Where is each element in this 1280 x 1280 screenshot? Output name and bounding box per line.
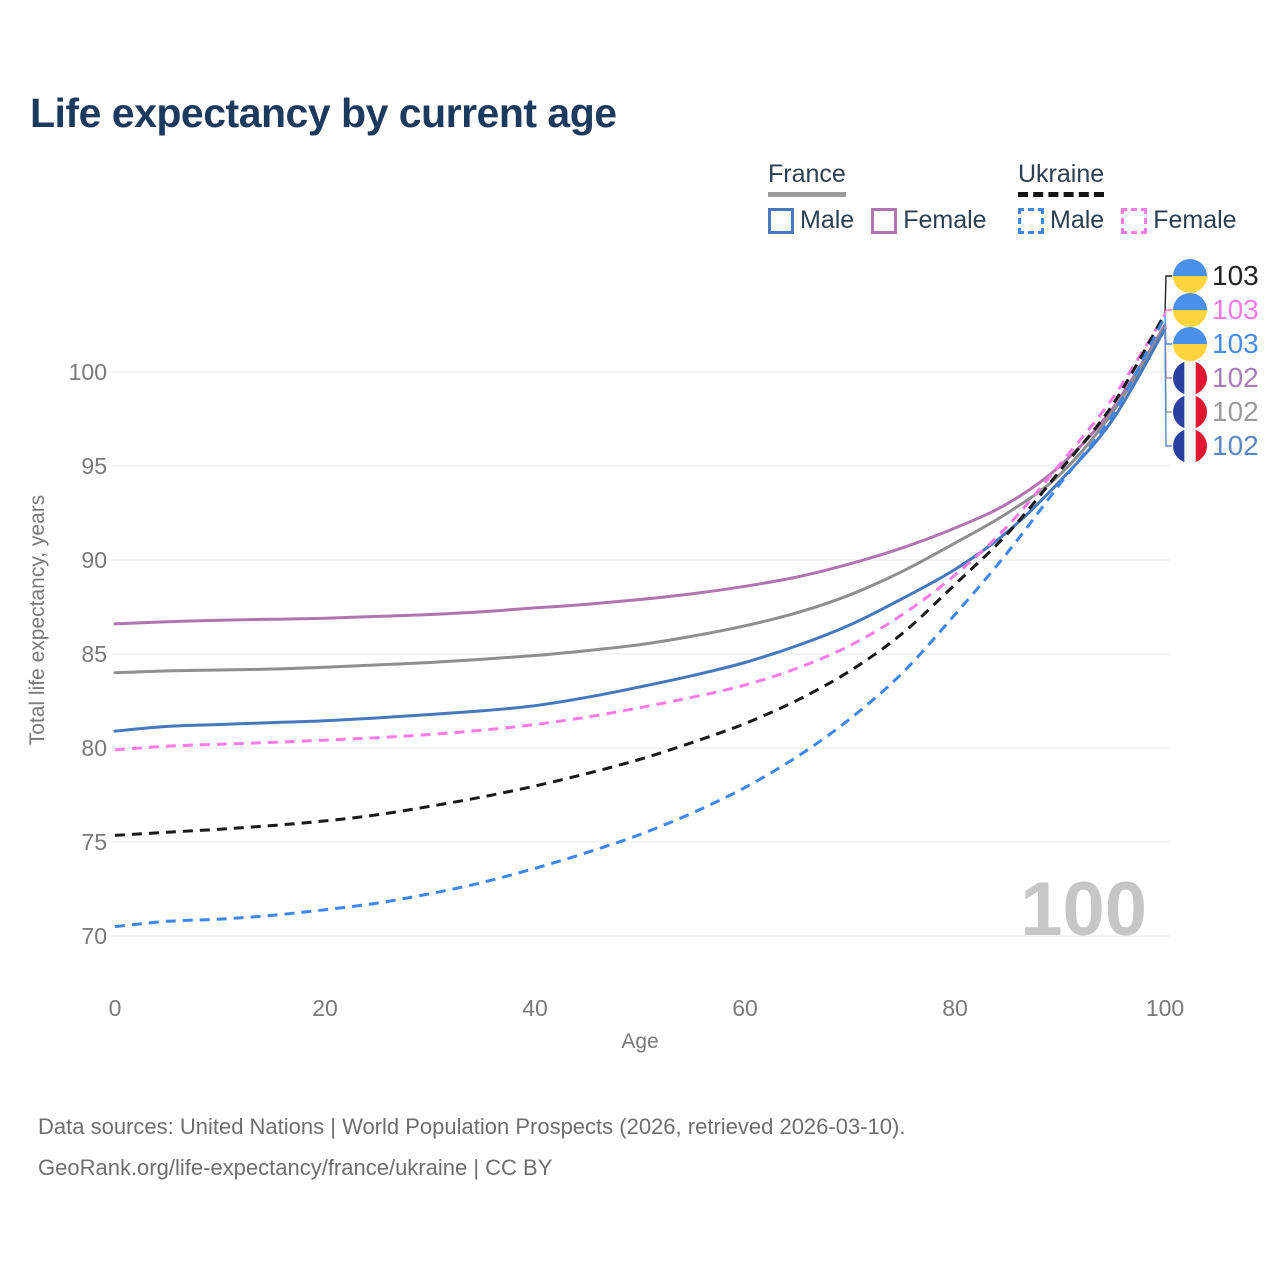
legend-item-label: Male <box>1050 206 1105 234</box>
flag-stripe <box>1173 344 1207 361</box>
x-tick-label-40: 40 <box>522 995 548 1021</box>
flag-stripe <box>1173 293 1207 310</box>
end-label-value-france-both-sexes: 102 <box>1212 396 1259 427</box>
flag-stripe <box>1173 259 1207 276</box>
y-tick-label-100: 100 <box>69 359 107 385</box>
x-tick-label-60: 60 <box>732 995 758 1021</box>
y-tick-label-85: 85 <box>81 641 107 667</box>
flag-stripe <box>1173 361 1185 395</box>
series-line-ukraine-both-sexes[interactable] <box>114 312 1167 837</box>
footer: Data sources: United Nations | World Pop… <box>38 1106 905 1188</box>
ukraine-flag-icon <box>1173 327 1207 361</box>
footer-attribution: GeoRank.org/life-expectancy/france/ukrai… <box>38 1155 553 1180</box>
ukraine-flag-icon <box>1173 293 1207 327</box>
x-tick-label-0: 0 <box>109 995 122 1021</box>
end-label-connector-france-male <box>1164 328 1172 447</box>
x-tick-label-20: 20 <box>312 995 338 1021</box>
end-label-connector-ukraine-both-sexes <box>1164 275 1172 314</box>
x-tick-label-80: 80 <box>942 995 968 1021</box>
flag-stripe <box>1173 327 1207 344</box>
france-female-swatch-icon <box>871 207 898 234</box>
y-axis-title: Total life expectancy, years <box>26 495 49 746</box>
end-label-connector-ukraine-male <box>1164 316 1172 345</box>
end-label-value-france-female: 102 <box>1212 362 1259 393</box>
flag-stripe <box>1173 395 1185 429</box>
x-tick-label-100: 100 <box>1146 995 1184 1021</box>
legend-group-ukraine: Ukraine Male Female <box>1018 160 1237 235</box>
legend-group-france: France Male Female <box>768 160 987 235</box>
end-label-value-ukraine-both-sexes: 103 <box>1212 260 1259 291</box>
ukraine-flag-icon <box>1173 259 1207 293</box>
y-tick-label-75: 75 <box>81 829 107 855</box>
legend-item-france-male[interactable]: Male <box>768 206 854 235</box>
flag-stripe <box>1173 276 1207 293</box>
end-label-connector-ukraine-female <box>1164 309 1172 315</box>
legend-heading-ukraine: Ukraine <box>1018 160 1105 197</box>
flag-stripe <box>1195 429 1207 463</box>
flag-stripe <box>1184 395 1196 429</box>
legend-item-france-female[interactable]: Female <box>871 206 987 235</box>
france-flag-icon <box>1173 361 1207 395</box>
flag-stripe <box>1195 361 1207 395</box>
flag-stripe <box>1195 395 1207 429</box>
legend-row-france: Male Female <box>768 206 987 235</box>
end-label-value-france-male: 102 <box>1212 430 1259 461</box>
ukraine-male-swatch-icon <box>1018 207 1044 234</box>
legend-item-label: Male <box>800 206 855 234</box>
y-tick-label-80: 80 <box>81 735 107 761</box>
series-line-ukraine-male[interactable] <box>114 315 1167 929</box>
legend-row-ukraine: Male Female <box>1018 206 1237 235</box>
series-line-france-both-sexes[interactable] <box>113 325 1167 675</box>
flag-stripe <box>1184 361 1196 395</box>
flag-stripe <box>1173 310 1207 327</box>
series-line-france-male[interactable] <box>113 327 1167 733</box>
france-flag-icon <box>1173 395 1207 429</box>
france-male-swatch-icon <box>768 207 794 234</box>
end-label-value-ukraine-male: 103 <box>1212 328 1259 359</box>
france-flag-icon <box>1173 429 1207 463</box>
legend-item-label: Female <box>903 206 987 234</box>
ukraine-female-swatch-icon <box>1121 207 1148 234</box>
legend-item-ukraine-male[interactable]: Male <box>1018 206 1104 235</box>
x-axis-title: Age <box>621 1030 658 1053</box>
y-tick-label-70: 70 <box>81 923 107 949</box>
series-line-france-female[interactable] <box>113 323 1167 626</box>
footer-data-sources: Data sources: United Nations | World Pop… <box>38 1114 906 1139</box>
y-tick-label-95: 95 <box>81 453 107 479</box>
flag-stripe <box>1173 429 1185 463</box>
legend-item-label: Female <box>1153 206 1237 234</box>
legend-item-ukraine-female[interactable]: Female <box>1121 206 1237 235</box>
y-tick-label-90: 90 <box>81 547 107 573</box>
age-counter-watermark: 100 <box>1020 867 1147 952</box>
flag-stripe <box>1184 429 1196 463</box>
end-label-value-ukraine-female: 103 <box>1212 294 1259 325</box>
page-title: Life expectancy by current age <box>30 90 617 136</box>
legend-heading-france: France <box>768 160 846 197</box>
series-line-ukraine-female[interactable] <box>114 313 1167 752</box>
